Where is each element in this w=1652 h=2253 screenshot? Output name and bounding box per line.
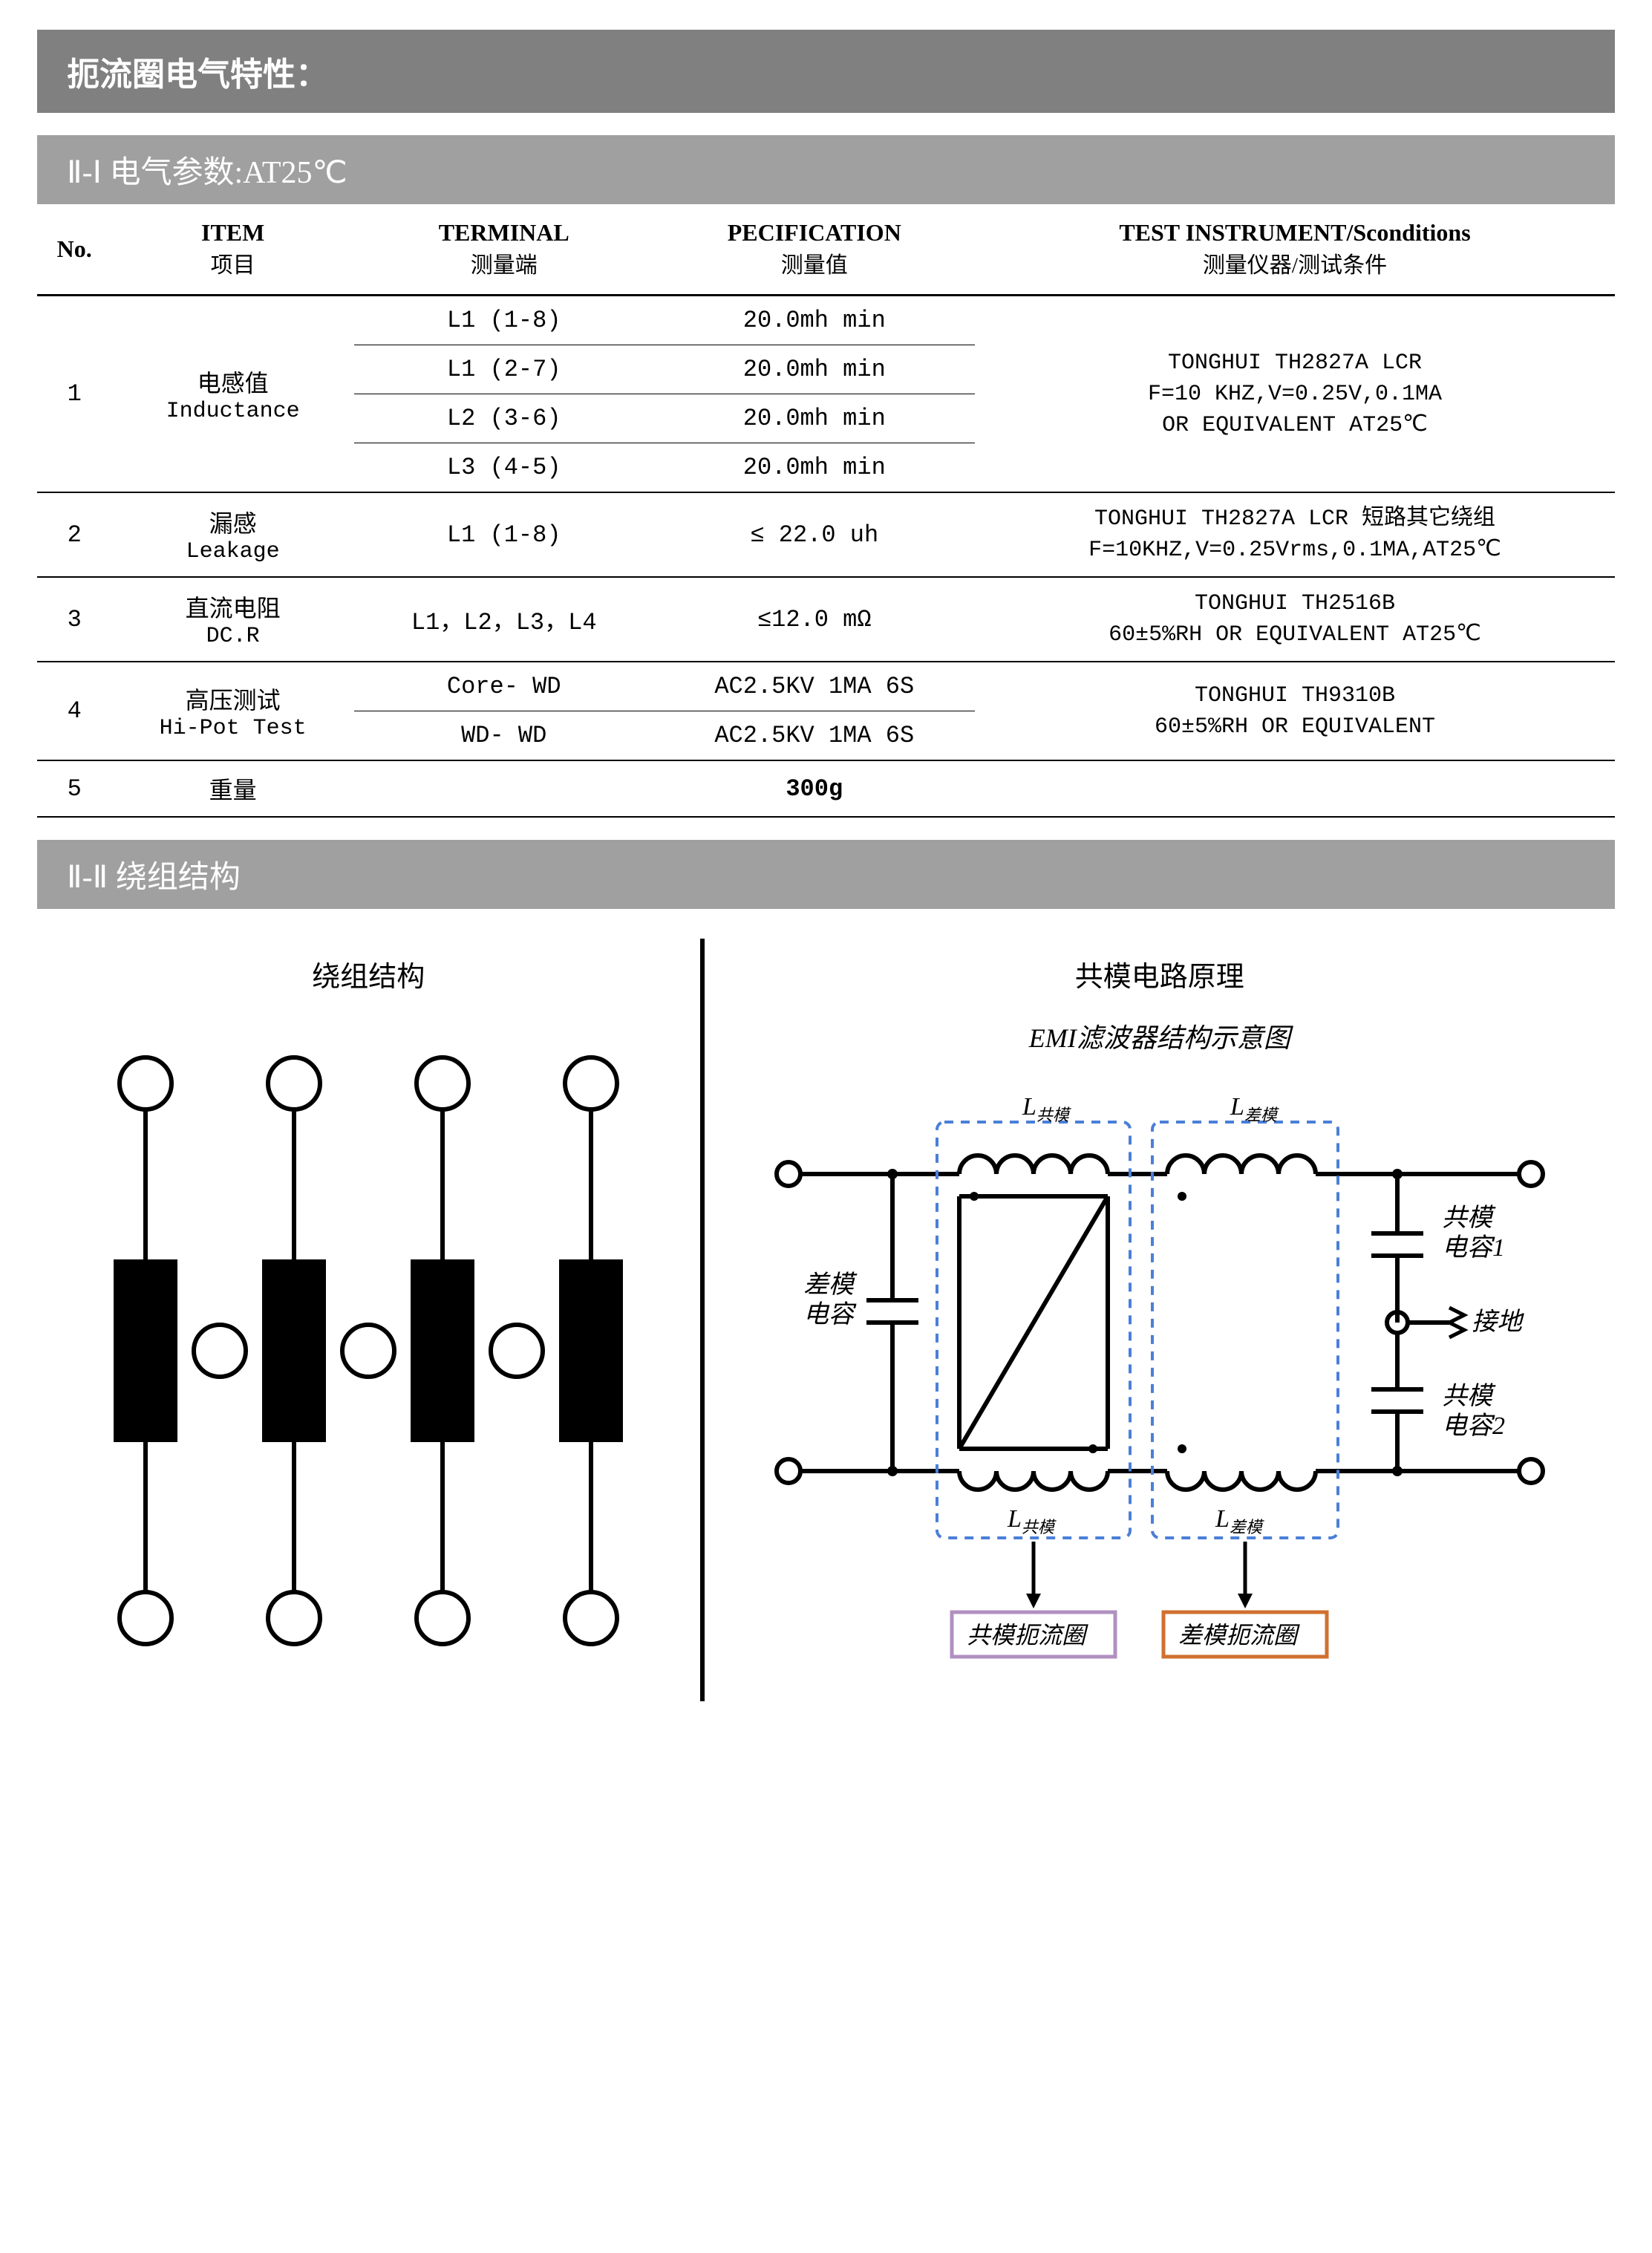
winding-diagram-panel: 绕组结构: [37, 939, 700, 1701]
cell-spec: 20.0mh min: [654, 296, 975, 345]
cell-spec: 300g: [654, 760, 975, 817]
page-header: 扼流圈电气特性：: [37, 30, 1615, 113]
table-row: 1 电感值 Inductance L1 (1-8) 20.0mh min TON…: [37, 296, 1615, 345]
svg-text:L共模: L共模: [1022, 1093, 1071, 1124]
cell-item: 重量: [111, 760, 353, 817]
emi-circuit-svg: L共模 L差模 L共模 L差模 差模 电容 共模 电容1 接地 共模 电容2 共…: [751, 1077, 1568, 1686]
svg-text:电容1: 电容1: [1442, 1234, 1505, 1262]
table-row: 2 漏感 Leakage L1 (1-8) ≤ 22.0 uh TONGHUI …: [37, 492, 1615, 577]
table-row: 5 重量 300g: [37, 760, 1615, 817]
col-cond: TEST INSTRUMENT/Sconditions测量仪器/测试条件: [975, 204, 1615, 296]
cell-spec: AC2.5KV 1MA 6S: [654, 662, 975, 711]
cell-spec: 20.0mh min: [654, 345, 975, 394]
winding-structure-svg: [79, 1017, 658, 1685]
cell-spec: 20.0mh min: [654, 443, 975, 493]
cell-cond: [975, 760, 1615, 817]
cell-item: 漏感 Leakage: [111, 492, 353, 577]
cell-terminal: L1，L2，L3，L4: [354, 577, 654, 662]
cell-terminal: L1 (2-7): [354, 345, 654, 394]
emi-subtitle: EMI滤波器结构示意图: [719, 1017, 1601, 1055]
table-row: 4 高压测试 Hi-Pot Test Core- WD AC2.5KV 1MA …: [37, 662, 1615, 711]
section-1-title: Ⅱ-Ⅰ 电气参数:AT25℃: [67, 147, 1585, 192]
emi-panel-title: 共模电路原理: [719, 953, 1601, 994]
col-spec: PECIFICATION测量值: [654, 204, 975, 296]
svg-text:L差模: L差模: [1215, 1505, 1264, 1536]
cell-terminal: WD- WD: [354, 711, 654, 761]
svg-text:电容2: 电容2: [1442, 1412, 1505, 1440]
svg-text:接地: 接地: [1472, 1308, 1524, 1336]
electrical-params-table: No. ITEM项目 TERMINAL测量端 PECIFICATION测量值 T…: [37, 204, 1615, 818]
svg-text:L差模: L差模: [1230, 1093, 1279, 1124]
cell-spec: AC2.5KV 1MA 6S: [654, 711, 975, 761]
cell-spec: ≤ 22.0 uh: [654, 492, 975, 577]
cell-cond: TONGHUI TH2827A LCR 短路其它绕组 F=10KHZ,V=0.2…: [975, 492, 1615, 577]
section-2-title: Ⅱ-Ⅱ 绕组结构: [67, 852, 1585, 897]
svg-text:L共模: L共模: [1007, 1505, 1057, 1536]
svg-text:共模扼流圈: 共模扼流圈: [967, 1622, 1088, 1649]
cell-terminal: L1 (1-8): [354, 296, 654, 345]
table-row: 3 直流电阻 DC.R L1，L2，L3，L4 ≤12.0 mΩ TONGHUI…: [37, 577, 1615, 662]
svg-text:共模: 共模: [1442, 1204, 1496, 1232]
winding-title: 绕组结构: [52, 953, 685, 994]
cell-terminal: L2 (3-6): [354, 394, 654, 443]
cell-cond: TONGHUI TH2827A LCR F=10 KHZ,V=0.25V,0.1…: [975, 296, 1615, 493]
col-no: No.: [37, 204, 111, 296]
col-terminal: TERMINAL测量端: [354, 204, 654, 296]
cell-item: 高压测试 Hi-Pot Test: [111, 662, 353, 760]
cell-cond: TONGHUI TH2516B 60±5%RH OR EQUIVALENT AT…: [975, 577, 1615, 662]
cell-terminal: Core- WD: [354, 662, 654, 711]
cell-spec: 20.0mh min: [654, 394, 975, 443]
svg-text:差模: 差模: [803, 1271, 858, 1299]
cell-item: 电感值 Inductance: [111, 296, 353, 493]
diagrams-container: 绕组结构: [37, 939, 1615, 1701]
cell-no: 4: [37, 662, 111, 760]
section-1-header: Ⅱ-Ⅰ 电气参数:AT25℃: [37, 135, 1615, 204]
table-header-row: No. ITEM项目 TERMINAL测量端 PECIFICATION测量值 T…: [37, 204, 1615, 296]
section-2-header: Ⅱ-Ⅱ 绕组结构: [37, 840, 1615, 909]
svg-text:电容: 电容: [803, 1301, 857, 1328]
cell-terminal: [354, 760, 654, 817]
cell-cond: TONGHUI TH9310B 60±5%RH OR EQUIVALENT: [975, 662, 1615, 760]
cell-no: 2: [37, 492, 111, 577]
page-title: 扼流圈电气特性：: [67, 48, 1585, 95]
cell-no: 1: [37, 296, 111, 493]
cell-item: 直流电阻 DC.R: [111, 577, 353, 662]
cell-terminal: L3 (4-5): [354, 443, 654, 493]
cell-no: 3: [37, 577, 111, 662]
svg-text:差模扼流圈: 差模扼流圈: [1178, 1622, 1300, 1649]
col-item: ITEM项目: [111, 204, 353, 296]
emi-diagram-panel: 共模电路原理 EMI滤波器结构示意图: [700, 939, 1616, 1701]
svg-text:共模: 共模: [1442, 1383, 1496, 1410]
cell-no: 5: [37, 760, 111, 817]
cell-spec: ≤12.0 mΩ: [654, 577, 975, 662]
cell-terminal: L1 (1-8): [354, 492, 654, 577]
